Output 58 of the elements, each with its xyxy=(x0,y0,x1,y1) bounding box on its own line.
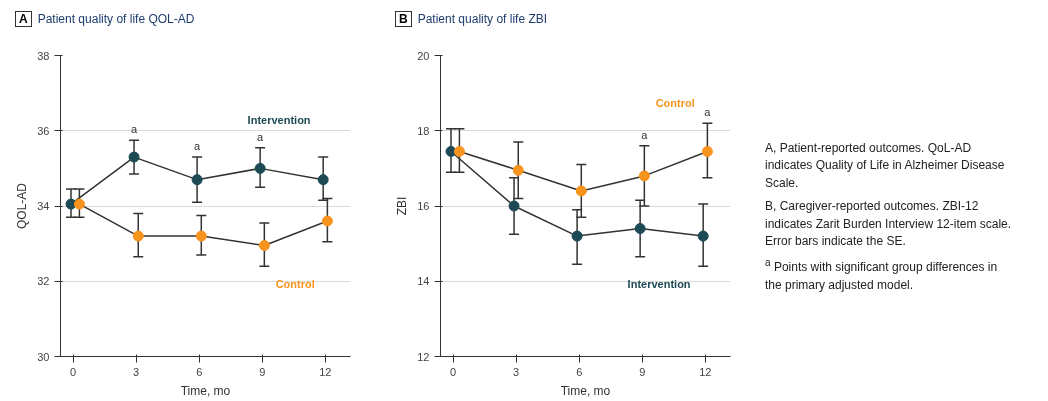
y-tick-label: 20 xyxy=(417,49,430,62)
chart-title: Patient quality of life QOL-AD xyxy=(37,12,195,26)
point xyxy=(638,170,650,182)
y-tick-label: 30 xyxy=(37,350,50,363)
y-axis-title: QOL-AD xyxy=(15,182,30,229)
y-tick-label: 36 xyxy=(37,124,50,137)
text: Control xyxy=(275,278,315,291)
x-tick-label: 0 xyxy=(450,365,457,378)
x-tick-label: 6 xyxy=(196,365,203,378)
point xyxy=(634,223,646,235)
x-tick-label: 3 xyxy=(133,365,140,378)
x-tick-label: 3 xyxy=(513,365,520,378)
annotation: a xyxy=(194,140,202,153)
annotation: a xyxy=(257,130,265,143)
text: A, Patient-reported outcomes. QoL-AD indicates Quality of Life in Alzheimer Disease Scale. xyxy=(765,140,1006,192)
x-tick-label: 9 xyxy=(639,365,646,378)
y-tick-label: 14 xyxy=(417,275,430,288)
point xyxy=(508,200,520,212)
annotation: a xyxy=(641,128,649,141)
x-tick-label: 0 xyxy=(70,365,77,378)
y-tick-label: 16 xyxy=(417,200,430,212)
annotation: a xyxy=(130,123,138,136)
point xyxy=(571,230,583,242)
y-tick-label: 38 xyxy=(37,49,50,62)
text: B, Caregiver-reported outcomes. ZBI-12 indicates Zarit Burden Interview 12-item scale. Error bars indicate the SE. xyxy=(765,198,1013,250)
x-tick-label: 6 xyxy=(576,365,583,378)
point xyxy=(321,215,333,227)
point xyxy=(512,164,524,176)
text: B xyxy=(395,11,412,27)
text: $^{a}$ Points with significant group differences in the primary adjusted model. xyxy=(765,256,999,294)
point xyxy=(453,145,465,157)
text: Intervention xyxy=(627,278,691,291)
text: A xyxy=(15,11,32,27)
point xyxy=(73,198,85,210)
point xyxy=(254,162,266,174)
y-tick-label: 32 xyxy=(37,275,50,288)
point xyxy=(191,174,203,186)
point xyxy=(575,185,587,197)
text: Control xyxy=(655,97,695,110)
y-tick-label: 12 xyxy=(417,350,430,363)
point xyxy=(195,230,207,242)
point xyxy=(697,230,709,242)
text: Intervention xyxy=(247,114,311,127)
chart-title: Patient quality of life ZBI xyxy=(417,12,548,26)
point xyxy=(258,240,270,251)
point xyxy=(701,145,713,157)
point xyxy=(317,174,329,186)
x-tick-label: 12 xyxy=(319,365,332,378)
x-axis-title: Time, mo xyxy=(560,383,611,398)
x-axis-title: Time, mo xyxy=(180,383,231,398)
y-axis-title: ZBI xyxy=(395,196,410,216)
point xyxy=(128,151,140,163)
y-tick-label: 18 xyxy=(417,124,430,137)
point xyxy=(132,230,144,242)
x-tick-label: 12 xyxy=(699,365,712,378)
x-tick-label: 9 xyxy=(259,365,266,378)
y-tick-label: 34 xyxy=(37,200,50,212)
annotation: a xyxy=(704,106,712,119)
